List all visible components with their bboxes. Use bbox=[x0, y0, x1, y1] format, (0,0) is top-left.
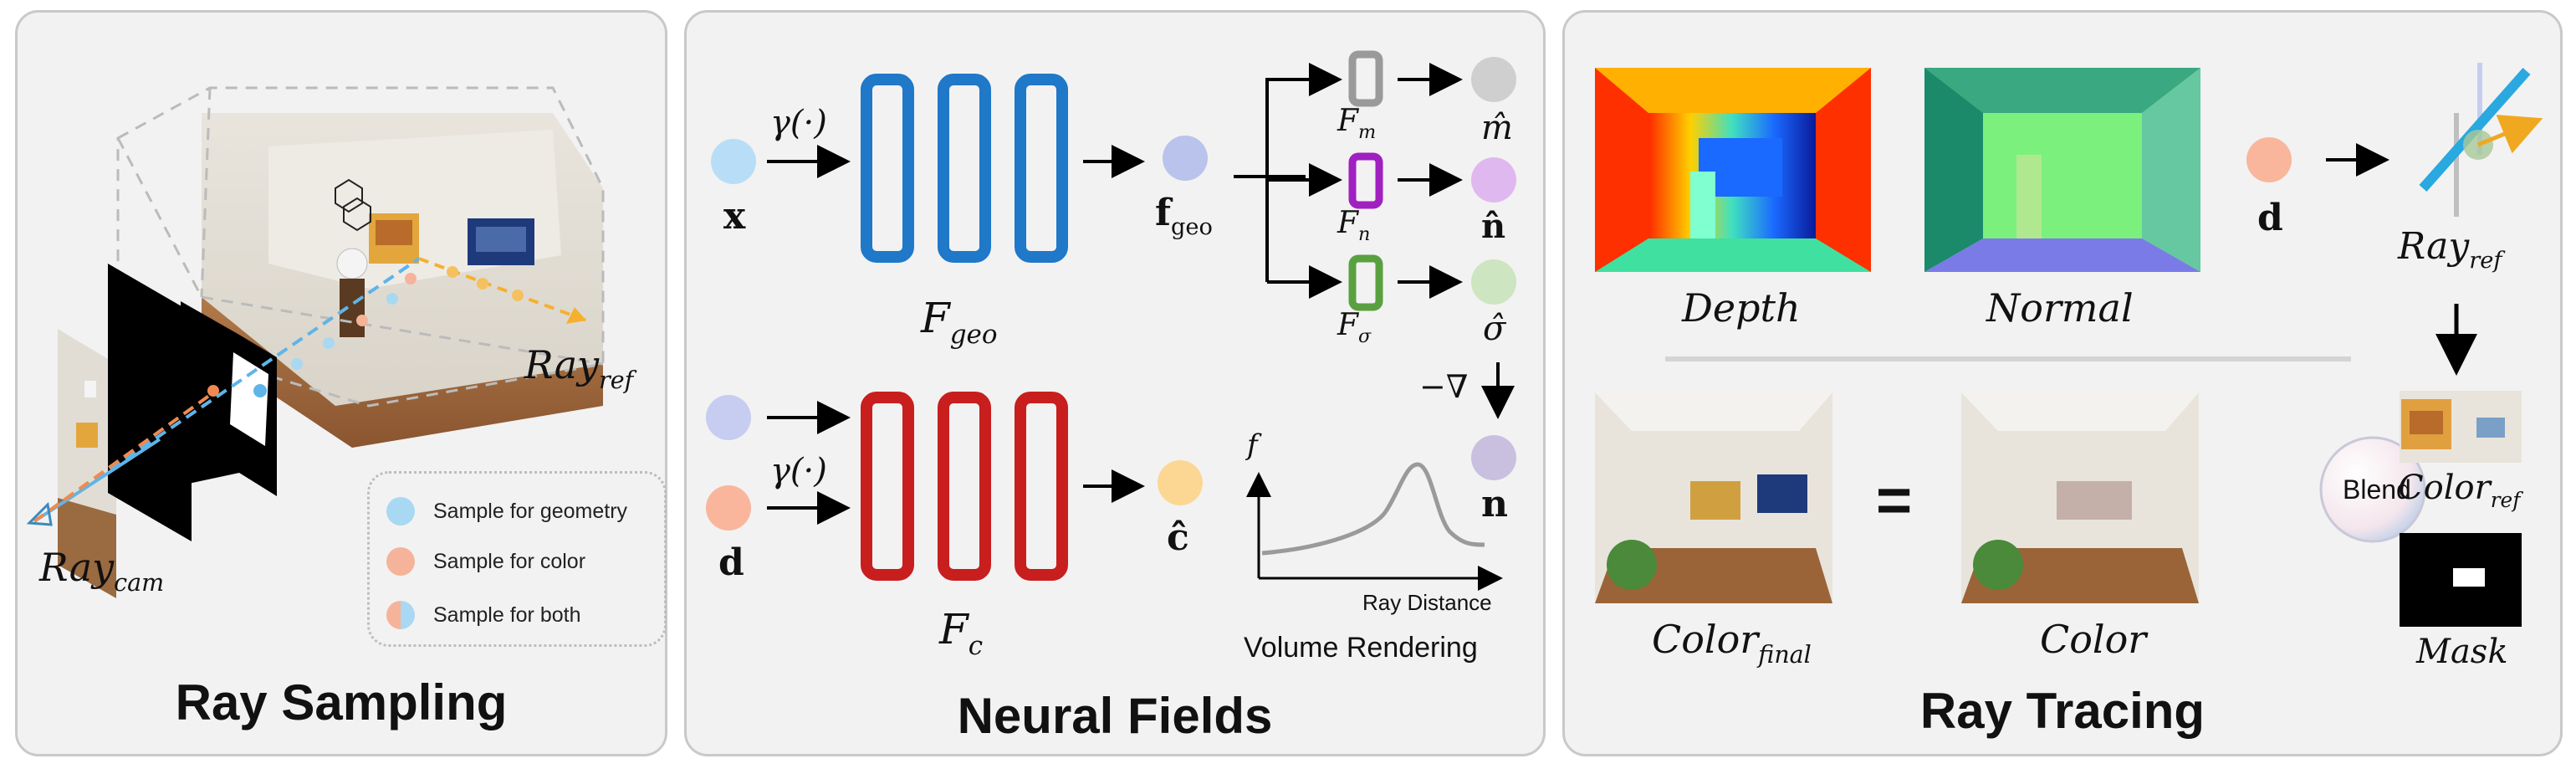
sigma-output-label: σ̂ bbox=[1483, 310, 1506, 348]
F-n-label: Fn bbox=[1337, 206, 1371, 246]
camera-image-plane bbox=[58, 329, 116, 598]
geometry-sample-dot bbox=[386, 497, 415, 525]
x-input-label: x bbox=[723, 195, 746, 238]
legend-color: Sample for color bbox=[386, 547, 585, 576]
color-sample-dot bbox=[386, 547, 415, 576]
mask-label: Mask bbox=[2416, 633, 2508, 671]
F-sigma-label: Fσ bbox=[1337, 308, 1372, 348]
blend-sphere bbox=[2319, 436, 2426, 543]
geo-feature-input-dot bbox=[706, 395, 751, 440]
equals-sign: = bbox=[1876, 465, 1913, 535]
mask-plane bbox=[108, 264, 277, 541]
plot-y-label: f bbox=[1247, 428, 1258, 462]
d-input-dot bbox=[706, 485, 751, 531]
color-final-label: Colorfinal bbox=[1652, 617, 1812, 669]
F-c-label: Fc bbox=[939, 605, 984, 662]
normal-map-image bbox=[1924, 68, 2200, 272]
gradient-label: −∇ bbox=[1419, 368, 1469, 405]
mask-image bbox=[2400, 533, 2522, 627]
room-scene bbox=[202, 113, 603, 448]
F-m-label: Fm bbox=[1337, 104, 1377, 144]
ray-ref-label-tracing: Rayref bbox=[2398, 225, 2502, 274]
legend-geometry-label: Sample for geometry bbox=[433, 499, 628, 523]
d-label: d bbox=[2257, 197, 2283, 239]
ray-tracing-title: Ray Tracing bbox=[1919, 683, 2205, 739]
ray-tracing-panel: Depth Normal Colorfinal Color = Blend d … bbox=[1562, 10, 2563, 756]
depth-map-image bbox=[1595, 68, 1871, 272]
fsigma-head bbox=[1348, 254, 1383, 311]
n-output-label: n bbox=[1481, 483, 1508, 525]
color-label: Color bbox=[2040, 617, 2147, 662]
d-input-dot bbox=[2246, 137, 2292, 182]
n-output-dot bbox=[1471, 435, 1516, 480]
normal-label: Normal bbox=[1986, 285, 2134, 331]
ray-sampling-illustration bbox=[26, 86, 605, 598]
legend-geometry: Sample for geometry bbox=[386, 497, 627, 525]
legend-color-label: Sample for color bbox=[433, 549, 586, 573]
volume-rendering-plot bbox=[1246, 462, 1503, 591]
input-arrows bbox=[767, 145, 1145, 525]
volume-rendering-label: Volume Rendering bbox=[1244, 632, 1478, 664]
color-ref-label: Colorref bbox=[2398, 469, 2521, 513]
n-hat-output-dot bbox=[1471, 157, 1516, 203]
fn-head bbox=[1348, 152, 1383, 209]
n-hat-output-label: n̂ bbox=[1481, 207, 1506, 246]
geo-network-blocks bbox=[861, 74, 1068, 263]
color-image bbox=[1961, 392, 2199, 603]
m-output-label: m̂ bbox=[1481, 109, 1513, 147]
reflection-ray-icon bbox=[2419, 63, 2543, 217]
positional-encoding-1: γ(·) bbox=[770, 104, 827, 142]
ray-cam-label: Raycam bbox=[39, 545, 165, 597]
positional-encoding-2: γ(·) bbox=[770, 452, 827, 490]
legend-both: Sample for both bbox=[386, 601, 581, 629]
c-output-label: ĉ bbox=[1167, 516, 1189, 559]
d-input-label: d bbox=[718, 541, 744, 584]
color-network-blocks bbox=[861, 392, 1068, 581]
sample-legend: Sample for geometry Sample for color Sam… bbox=[367, 471, 667, 647]
color-ref-image bbox=[2400, 391, 2522, 463]
ray-tracing-diagram bbox=[1595, 63, 2543, 627]
legend-both-label: Sample for both bbox=[433, 602, 581, 627]
branch-arrows bbox=[1267, 63, 1515, 419]
final-color-image bbox=[1595, 392, 1832, 603]
sigma-output-dot bbox=[1471, 259, 1516, 305]
plot-x-label: Ray Distance bbox=[1362, 590, 1492, 615]
density-curve bbox=[1261, 462, 1485, 556]
blend-label: Blend bbox=[2343, 474, 2411, 505]
neural-fields-panel: x d γ(·) γ(·) fgeo Fgeo Fc Fm Fn Fσ m̂ n… bbox=[684, 10, 1546, 756]
both-sample-dot bbox=[386, 601, 415, 629]
geo-feature-label: fgeo bbox=[1155, 192, 1213, 241]
camera-ray bbox=[26, 257, 421, 526]
sample-points bbox=[207, 266, 524, 397]
fm-head bbox=[1348, 50, 1383, 107]
depth-label: Depth bbox=[1682, 285, 1801, 331]
neural-fields-diagram bbox=[706, 50, 1516, 591]
x-input-dot bbox=[711, 139, 756, 184]
color-output-dot bbox=[1158, 460, 1203, 505]
ray-sampling-title: Ray Sampling bbox=[175, 674, 508, 731]
neural-fields-title: Neural Fields bbox=[957, 688, 1273, 744]
geo-feature-dot bbox=[1163, 136, 1208, 181]
m-output-dot bbox=[1471, 57, 1516, 102]
F-geo-label: Fgeo bbox=[921, 294, 998, 351]
ray-sampling-panel: Rayref Raycam Sample for geometry Sample… bbox=[15, 10, 667, 756]
ray-ref-label: Rayref bbox=[524, 342, 634, 394]
reflected-ray bbox=[418, 257, 587, 324]
